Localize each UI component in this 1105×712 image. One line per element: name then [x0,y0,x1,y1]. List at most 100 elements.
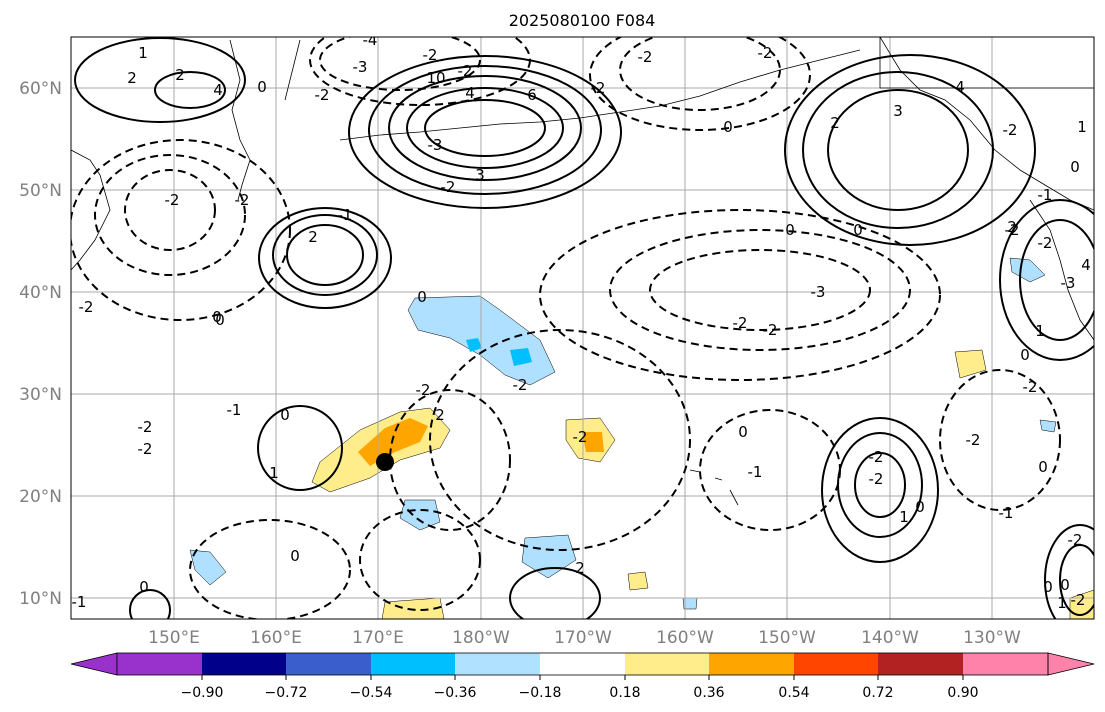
contour-label: 0 [1070,158,1080,176]
contour-label: -2 [573,428,588,446]
lon-label: 160°W [656,628,714,648]
contour-label: -3 [428,136,443,154]
contour-label: -2 [758,44,773,62]
contour-label: -1 [72,593,87,611]
colorbar-tick-label: 0.72 [862,685,893,701]
map-frame [70,36,1095,620]
contour-label: 1 [1057,594,1067,612]
contour-label: -2 [458,62,473,80]
storm-center-marker [376,453,394,471]
positive-region-4 [381,597,445,619]
lon-label: 180°W [452,628,510,648]
contour-label: 0 [215,311,225,329]
contour-label: 0 [290,547,300,565]
contour-label: 0 [853,221,863,239]
contour-label: 2 [830,114,840,132]
colorbar-tick-label: 0.90 [947,685,978,701]
contour-label: -2 [763,321,778,339]
contour-label: -1 [1038,186,1053,204]
lat-label: 60°N [19,79,62,99]
contour-label: -2 [1005,221,1020,239]
colorbar-tick-label: −0.36 [434,685,477,701]
contour-label: -1 [748,463,763,481]
contours-negative [71,37,1061,619]
contour-label: 4 [213,81,223,99]
colorbar-bin [794,653,878,675]
contour-label: 3 [893,102,903,120]
contour-label: -2 [1068,531,1083,549]
colorbar-bin [117,653,202,675]
contour-label: -2 [79,298,94,316]
lat-label: 30°N [19,385,62,405]
colorbar-bin [455,653,540,675]
map-area: 1 2 2 4 0 -4 -3 -2 -2 10 -2 4 6 -2 0 3 -… [71,31,1094,619]
aleutians [339,49,861,141]
contour-label: 0 [915,498,925,516]
colorbar-tick-label: 0.18 [609,685,640,701]
colorbar-tick-label: 0.54 [778,685,809,701]
contour-label: -2 [1023,378,1038,396]
colorbar-bin [286,653,371,675]
contour-label: 1 [1077,118,1087,136]
contour-label: -2 [1071,591,1086,609]
contour-label: 3 [475,166,485,184]
colorbar-bin [963,653,1048,675]
contour-label: -2 [1003,121,1018,139]
contour-label: -2 [513,376,528,394]
contour-labels: 1 2 2 4 0 -4 -3 -2 -2 10 -2 4 6 -2 0 3 -… [72,31,1091,612]
contour-label: 0 [1038,458,1048,476]
contour-label: 2 [435,406,445,424]
contour-label: 0 [1043,578,1053,596]
lat-label: 20°N [19,487,62,507]
contour-label: 1 [269,464,279,482]
negative-core-1 [466,338,482,352]
lat-label: 50°N [19,181,62,201]
negative-core-2 [510,348,532,366]
contour-label: 0 [1060,576,1070,594]
contour-label: 1 [1035,322,1045,340]
positive-region-5 [627,571,649,591]
hawaii [689,469,739,506]
contour-label: -2 [138,440,153,458]
contour-label: 0 [280,406,290,424]
contour-label: -3 [811,283,826,301]
colorbar-bin [625,653,709,675]
contour-label: 2 [308,228,318,246]
colorbar-extend-low [70,652,118,676]
na-coast [1029,199,1094,341]
contour-label: -2 [869,448,884,466]
colorbar-bin [202,653,286,675]
negative-region-5 [1009,257,1046,283]
colorbar-tick-label: −0.72 [265,685,308,701]
contour-label: 4 [465,84,475,102]
contour-label: 4 [1081,256,1091,274]
contour-label: -2 [138,418,153,436]
contour-label: 0 [738,423,748,441]
colorbar-bin [540,653,625,675]
contour-label: -1 [338,206,353,224]
contour-label: -2 [441,178,456,196]
contour-label: -1 [999,504,1014,522]
contour-label: -2 [416,381,431,399]
contour-label: 2 [175,66,185,84]
latitude-axis: 60°N 50°N 40°N 30°N 20°N 10°N [19,79,62,609]
lon-label: 150°E [148,628,200,648]
positive-region-3 [954,349,987,379]
figure-title: 2025080100 F084 [509,11,656,30]
contour-label: 10 [426,69,445,87]
longitude-axis: 150°E 160°E 170°E 180°W 170°W 160°W 150°… [148,628,1021,648]
colorbar-bin [878,653,963,675]
colorbar-frame [116,652,1049,676]
contour-label: -4 [363,31,378,49]
kamchatka-coast [229,39,301,201]
lat-label: 10°N [19,589,62,609]
lat-label: 40°N [19,283,62,303]
colorbar-ticks [201,675,964,680]
contour-label: -2 [733,314,748,332]
colorbar-bin [709,653,794,675]
contour-label: -2 [235,191,250,209]
contour-label: -1 [227,401,242,419]
lon-label: 160°E [250,628,302,648]
contour-label: 2 [575,559,585,577]
contour-label: 0 [417,288,427,306]
